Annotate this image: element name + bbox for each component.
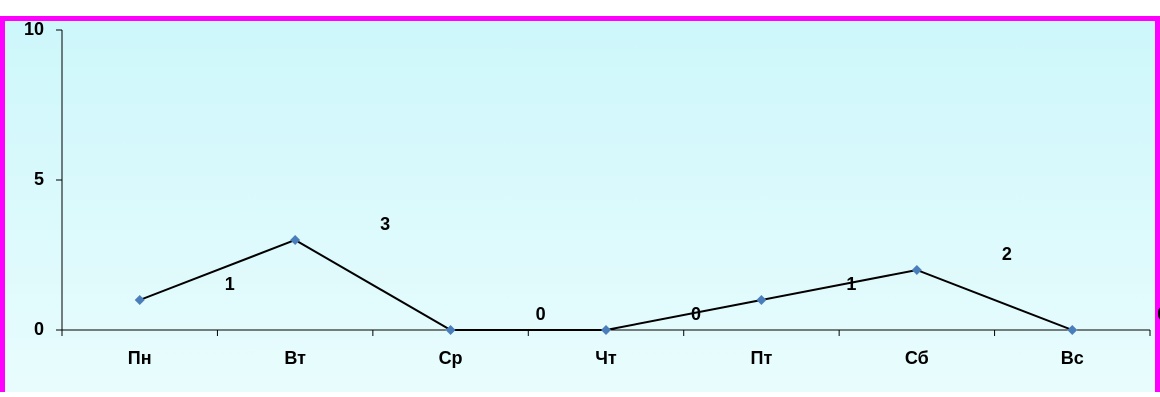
x-tick-label: Ср [439, 348, 463, 368]
data-label: 0 [691, 304, 701, 324]
data-label: 3 [380, 214, 390, 234]
marker [756, 295, 767, 305]
data-label: 2 [1002, 244, 1012, 264]
marker [134, 295, 145, 305]
data-label: 1 [846, 274, 856, 294]
y-tick-label: 0 [34, 319, 44, 339]
marker [911, 265, 922, 275]
chart-frame [0, 16, 1160, 397]
marker [1067, 325, 1078, 335]
x-tick-label: Вс [1061, 348, 1084, 368]
x-tick-label: Сб [905, 348, 929, 368]
data-label: 0 [536, 304, 546, 324]
y-tick-label: 10 [24, 19, 44, 39]
data-label: 0 [1157, 304, 1160, 324]
marker [601, 325, 611, 335]
x-tick-label: Вт [284, 348, 306, 368]
x-tick-label: Чт [595, 348, 617, 368]
y-tick-label: 5 [34, 169, 44, 189]
marker [290, 235, 301, 245]
data-label: 1 [225, 274, 235, 294]
x-tick-label: Пн [128, 348, 152, 368]
marker [445, 325, 456, 335]
x-tick-label: Пт [751, 348, 773, 368]
